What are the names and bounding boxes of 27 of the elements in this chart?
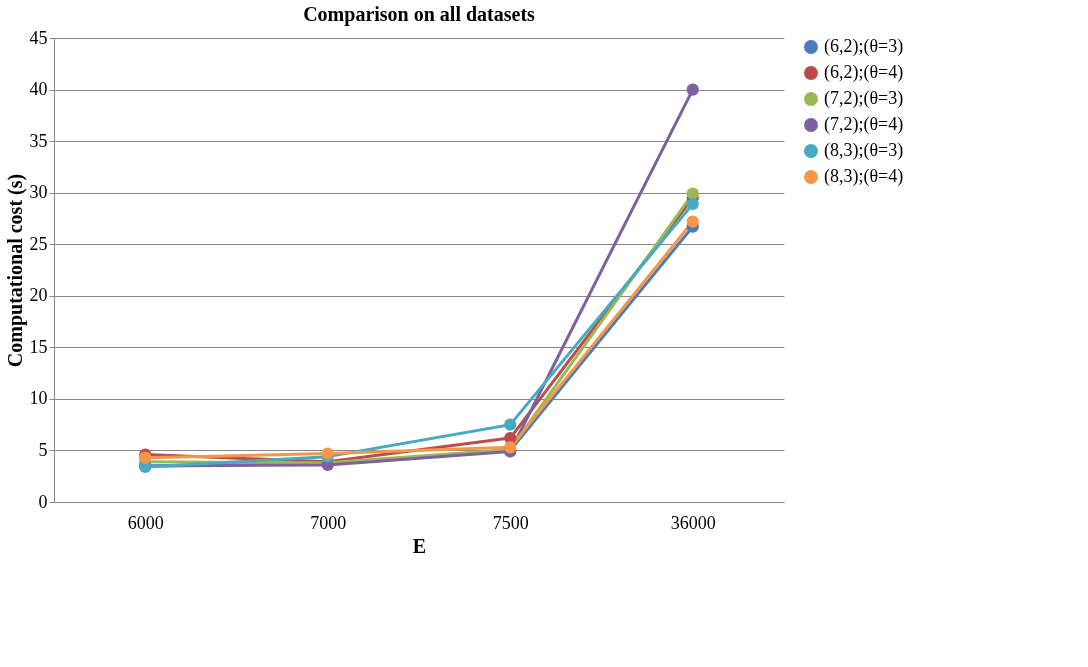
y-tick-label: 30 <box>29 182 48 203</box>
y-tick-label: 15 <box>29 336 48 357</box>
point <box>686 197 699 211</box>
legend-label: (8,3);(θ=3) <box>824 140 904 161</box>
x-tick-label: 7500 <box>492 512 529 533</box>
y-tick-label: 20 <box>29 285 48 306</box>
point <box>504 418 517 431</box>
y-tick-label: 35 <box>29 130 48 151</box>
y-axis-title: Computational cost (s) <box>3 173 27 368</box>
y-tick-label: 40 <box>29 79 48 100</box>
y-tick-label: 5 <box>38 439 48 460</box>
legend-label: (7,2);(θ=4) <box>824 114 904 135</box>
x-tick-label: 7000 <box>310 512 347 533</box>
x-axis-title: E <box>412 534 427 557</box>
x-tick-label: 36000 <box>670 512 716 533</box>
y-tick-label: 45 <box>29 27 48 48</box>
point <box>686 215 699 228</box>
x-tick-label: 6000 <box>127 512 164 533</box>
legend-label: (7,2);(θ=3) <box>824 88 904 109</box>
y-tick-label: 25 <box>29 233 48 254</box>
chart-title: Comparison on all datasets <box>303 3 536 26</box>
y-tick-label: 10 <box>29 388 48 409</box>
legend-label: (6,2);(θ=3) <box>824 36 904 57</box>
legend-label: (8,3);(θ=4) <box>824 166 904 187</box>
legend-label: (6,2);(θ=4) <box>824 62 904 83</box>
point <box>686 83 699 96</box>
y-tick-label: 0 <box>38 491 48 512</box>
